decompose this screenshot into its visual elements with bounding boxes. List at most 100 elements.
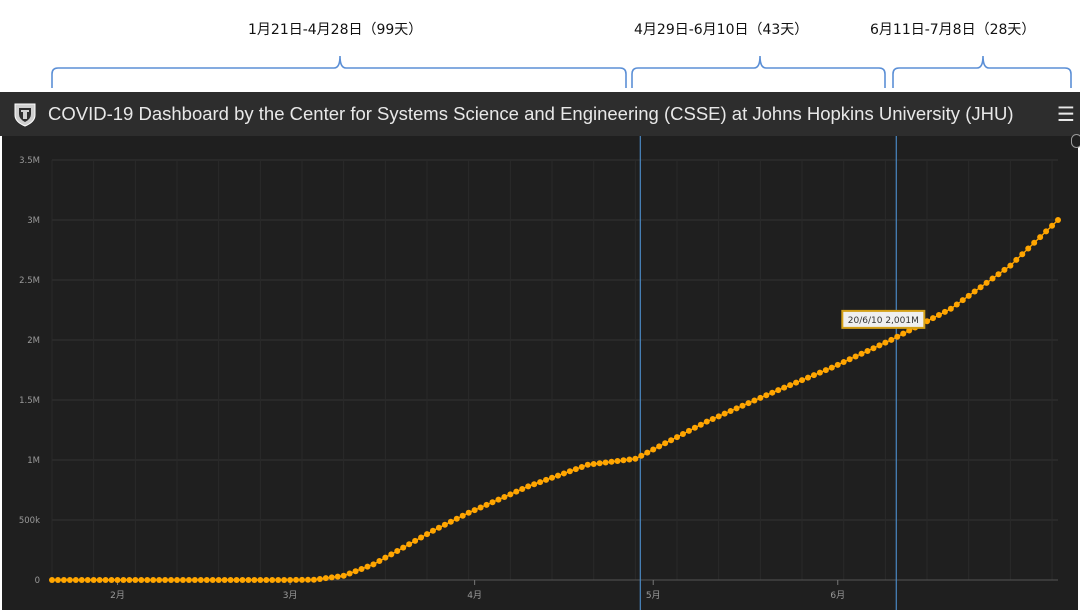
brace-period-1	[51, 55, 627, 88]
data-point	[638, 452, 645, 459]
y-tick-label: 1M	[27, 456, 40, 466]
data-point	[929, 315, 936, 322]
data-point	[233, 577, 240, 583]
data-point	[352, 568, 359, 575]
data-point	[203, 577, 210, 583]
data-point	[138, 577, 145, 583]
data-point	[388, 551, 395, 558]
data-point	[1001, 266, 1008, 273]
x-tick-label: 2月	[110, 590, 125, 601]
annotation-braces	[51, 55, 1072, 88]
scroll-handle[interactable]	[1071, 134, 1080, 148]
data-point	[953, 301, 960, 308]
dashboard-header: COVID-19 Dashboard by the Center for Sys…	[0, 92, 1080, 136]
y-tick-label: 2.5M	[19, 276, 40, 286]
data-point	[870, 345, 877, 352]
data-point	[1043, 228, 1050, 235]
data-point	[251, 577, 258, 583]
data-point	[465, 509, 472, 516]
data-point	[1007, 262, 1014, 269]
data-point	[715, 413, 722, 420]
data-point	[793, 379, 800, 386]
y-tick-label: 3.5M	[19, 156, 40, 166]
y-tick-label: 500k	[19, 516, 40, 526]
data-point	[828, 364, 835, 371]
data-point	[287, 576, 294, 583]
data-point	[191, 577, 198, 583]
dashboard-title: COVID-19 Dashboard by the Center for Sys…	[48, 103, 1014, 124]
data-point	[656, 443, 663, 450]
data-point	[227, 577, 234, 583]
data-point	[263, 577, 270, 583]
data-point	[340, 572, 347, 579]
data-point	[179, 577, 186, 583]
data-point	[185, 577, 192, 583]
y-axis: 0 500k 1M 1.5M 2M 2.5M 3M 3.5M	[19, 156, 40, 586]
data-point	[221, 577, 228, 583]
data-point	[1037, 234, 1044, 241]
data-point	[60, 577, 67, 583]
data-point	[549, 474, 556, 481]
data-point	[156, 577, 163, 583]
data-point	[626, 456, 633, 463]
data-point	[364, 563, 371, 570]
data-point	[72, 577, 79, 583]
data-point	[864, 347, 871, 354]
data-point	[495, 496, 502, 503]
data-point	[804, 374, 811, 381]
data-point	[691, 424, 698, 431]
data-point	[519, 486, 526, 493]
data-point	[840, 359, 847, 366]
data-point	[852, 353, 859, 360]
data-point	[537, 479, 544, 486]
data-point	[983, 279, 990, 286]
data-point	[215, 577, 222, 583]
data-point	[489, 499, 496, 506]
data-point	[727, 408, 734, 415]
data-point	[281, 577, 288, 583]
data-point	[543, 476, 550, 483]
data-point	[763, 392, 770, 399]
y-tick-label: 0	[35, 576, 40, 586]
data-point	[513, 488, 520, 495]
data-point	[679, 431, 686, 437]
tooltip-layer: 20/6/10 2,001M	[841, 309, 926, 329]
data-point	[816, 369, 823, 376]
data-point	[453, 515, 460, 522]
data-point	[560, 470, 567, 477]
chart-panel: 0 500k 1M 1.5M 2M 2.5M 3M 3.5M 2月 3月 4月 5月 6月 20/6/…	[2, 136, 1078, 610]
data-point	[96, 577, 103, 583]
data-point	[799, 377, 806, 384]
data-point	[566, 468, 573, 475]
data-point	[775, 387, 782, 394]
data-point	[876, 342, 883, 349]
data-point	[174, 577, 181, 583]
y-tick-label: 3M	[27, 216, 40, 226]
data-point	[418, 534, 425, 541]
annotation-label-period-3: 6月11日-7月8日（28天）	[870, 22, 1036, 38]
data-point	[501, 493, 508, 500]
data-point	[858, 350, 865, 357]
data-point	[459, 512, 466, 519]
annotation-label-period-1: 1月21日-4月28日（99天）	[248, 22, 423, 38]
x-tick-label: 6月	[830, 590, 845, 601]
data-point	[370, 561, 377, 568]
data-point	[769, 389, 776, 396]
data-point	[709, 415, 716, 422]
data-point	[78, 577, 85, 583]
data-point	[596, 460, 603, 467]
data-point	[162, 577, 169, 583]
data-point	[846, 356, 853, 363]
data-point	[674, 434, 681, 441]
data-point	[965, 292, 972, 299]
tooltip-box	[841, 309, 926, 329]
hamburger-menu-icon[interactable]: ☰	[1057, 102, 1075, 126]
data-point	[697, 421, 704, 428]
data-point	[108, 577, 115, 583]
x-tick-label: 4月	[467, 590, 482, 601]
data-point	[102, 577, 109, 583]
data-point	[632, 455, 639, 462]
data-point	[310, 576, 317, 583]
data-point	[328, 574, 335, 581]
data-point	[995, 271, 1002, 278]
